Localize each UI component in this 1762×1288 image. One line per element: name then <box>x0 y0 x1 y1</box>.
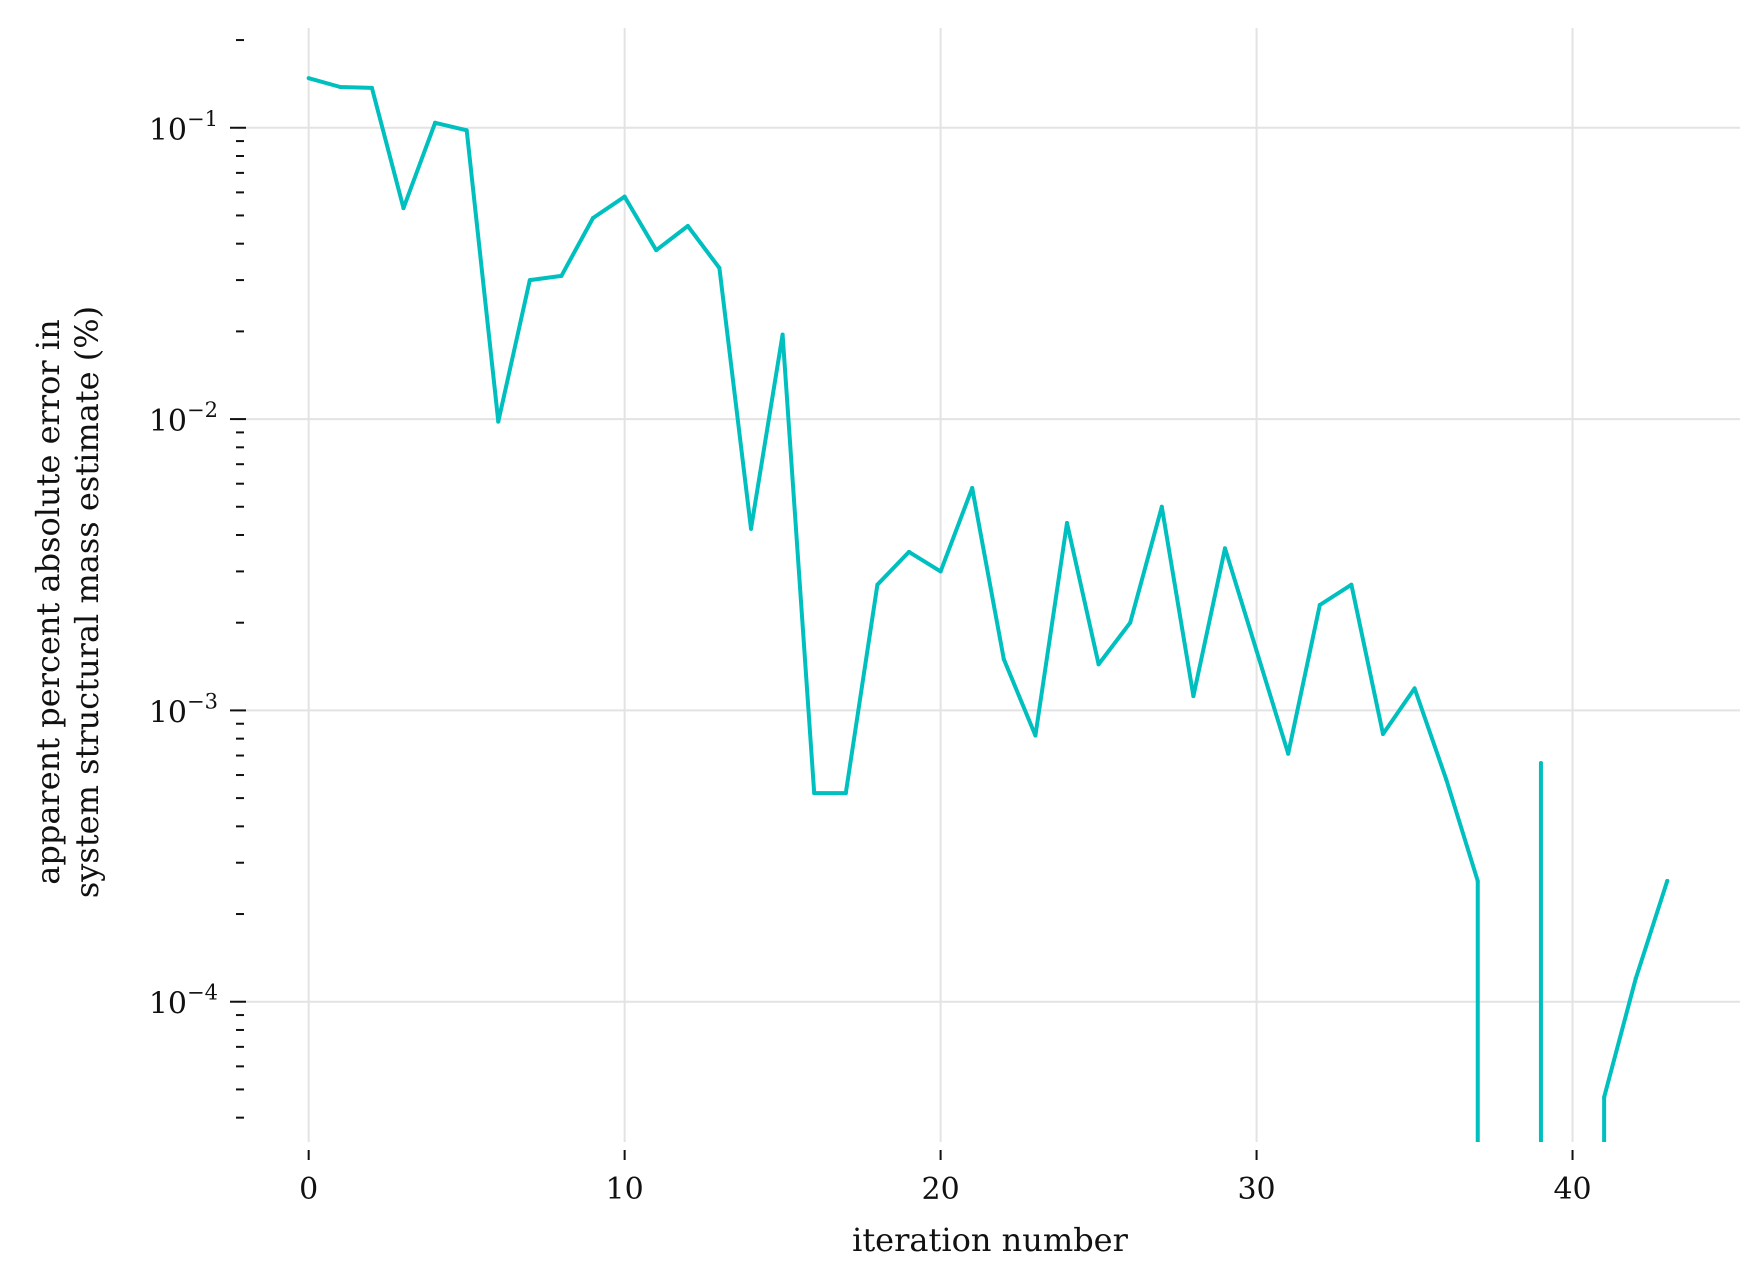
data-point <box>1380 731 1385 736</box>
data-point <box>749 526 754 531</box>
y-axis-label-line-2: system structural mass estimate (%) <box>68 306 106 898</box>
data-point <box>875 582 880 587</box>
y-tick-label: 10−3 <box>149 689 218 730</box>
data-point <box>1286 751 1291 756</box>
data-point <box>654 248 659 253</box>
x-tick-label: 0 <box>299 1172 318 1207</box>
data-point <box>970 486 975 491</box>
y-axis-label-line-2-text: system structural mass estimate (%) <box>68 306 106 898</box>
data-point <box>717 266 722 271</box>
data-point <box>1191 694 1196 699</box>
data-point <box>433 120 438 125</box>
y-tick-label: 10−4 <box>149 981 218 1022</box>
data-point <box>1633 976 1638 981</box>
data-point <box>464 128 469 133</box>
data-point <box>1222 546 1227 551</box>
y-axis: 10−1 10−2 10−3 10−4 <box>149 107 246 1022</box>
data-point <box>907 549 912 554</box>
data-point <box>843 791 848 796</box>
data-point <box>1254 648 1259 653</box>
x-tick-label: 30 <box>1237 1172 1275 1207</box>
y-tick-label: 10−2 <box>149 398 218 439</box>
data-point <box>306 76 311 81</box>
data-point <box>622 194 627 199</box>
data-point <box>780 332 785 337</box>
grid-lines <box>236 28 1740 1142</box>
data-point <box>338 85 343 90</box>
data-point <box>1349 582 1354 587</box>
data-point <box>1412 686 1417 691</box>
data-point <box>1475 878 1480 883</box>
data-point <box>591 216 596 221</box>
data-point <box>1033 733 1038 738</box>
y-axis-label: apparent percent absolute error in <box>29 319 67 884</box>
data-point <box>401 206 406 211</box>
x-axis: 0 10 20 30 40 <box>299 1150 1592 1207</box>
data-point <box>1317 603 1322 608</box>
y-axis-label-line-1: apparent percent absolute error in <box>29 319 67 884</box>
data-point <box>938 569 943 574</box>
data-point <box>1128 620 1133 625</box>
data-point <box>1665 878 1670 883</box>
data-point <box>685 224 690 229</box>
data-point <box>527 278 532 283</box>
data-point <box>812 791 817 796</box>
data-point <box>1159 504 1164 509</box>
y-tick-label: 10−1 <box>149 107 218 148</box>
data-point <box>1444 777 1449 782</box>
data-point <box>1096 662 1101 667</box>
series-line <box>308 76 1480 882</box>
data-point <box>369 85 374 90</box>
data-point <box>559 273 564 278</box>
series-line <box>1602 880 1670 1098</box>
data-point <box>1001 657 1006 662</box>
x-axis-label: iteration number <box>852 1221 1129 1259</box>
data-point <box>1064 520 1069 525</box>
x-tick-label: 20 <box>922 1172 960 1207</box>
data-point <box>496 419 501 424</box>
x-tick-label: 40 <box>1553 1172 1591 1207</box>
data-series <box>306 76 1670 1142</box>
data-point <box>1538 760 1543 765</box>
x-tick-label: 10 <box>606 1172 644 1207</box>
y-minor-ticks <box>236 39 244 1119</box>
data-point <box>1602 1095 1607 1100</box>
